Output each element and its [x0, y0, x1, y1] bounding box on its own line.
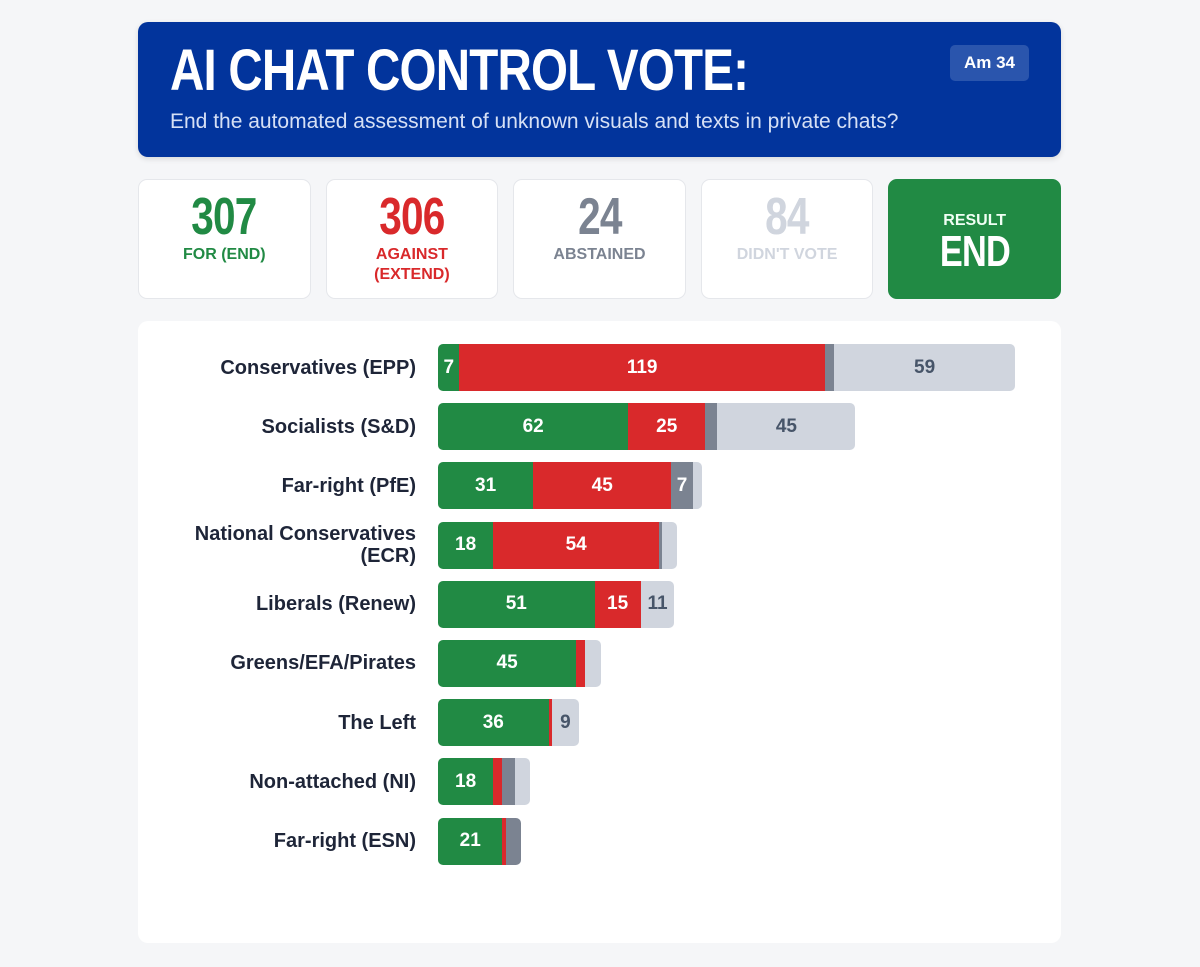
- stat-result-value: END: [939, 227, 1011, 276]
- bar-segment-didnt-vote: [585, 639, 601, 687]
- bar-segment-abstained: [824, 344, 835, 391]
- bar-segment-abstained: [659, 521, 663, 569]
- group-label: Non-attached (NI): [249, 770, 416, 793]
- stat-abstained-label: ABSTAINED: [553, 246, 646, 263]
- stat-result: RESULT END: [888, 179, 1061, 299]
- bar-segment-for: 7: [438, 344, 460, 391]
- stat-against-value: 306: [379, 188, 445, 246]
- chart-row: Greens/EFA/Pirates 45: [138, 639, 1061, 687]
- stat-against: 306 AGAINST (EXTEND): [325, 179, 499, 299]
- group-label: Liberals (Renew): [255, 593, 416, 616]
- chart-row: Non-attached (NI) 18: [138, 758, 1061, 806]
- bar-segment-against: 119: [459, 344, 825, 391]
- bar-segment-against: [502, 817, 506, 865]
- stat-didnt-vote-label: DIDN'T VOTE: [736, 246, 838, 263]
- stat-for: 307 FOR (END): [138, 179, 311, 299]
- bar-segment-didnt-vote: [662, 521, 678, 569]
- stacked-bar: 18 54: [438, 521, 678, 569]
- header-banner: AI CHAT CONTROL VOTE: End the automated …: [138, 22, 1061, 157]
- amendment-badge: Am 34: [949, 45, 1029, 81]
- stat-for-value: 307: [191, 188, 258, 246]
- bar-segment-against: [493, 758, 503, 806]
- bar-segment-against: [576, 639, 586, 687]
- page-title: AI CHAT CONTROL VOTE:: [170, 38, 749, 103]
- bar-segment-abstained: [502, 758, 515, 806]
- bar-segment-against: 15: [594, 580, 641, 628]
- stat-abstained-value: 24: [577, 188, 622, 246]
- stacked-bar: 7 119 59: [438, 344, 1016, 391]
- bar-segment-for: 31: [438, 462, 534, 510]
- stacked-bar: 31 45 7: [438, 462, 702, 510]
- bar-segment-for: 51: [438, 580, 595, 628]
- bar-segment-didnt-vote: 59: [834, 344, 1016, 391]
- chart-row: Socialists (S&D) 62 25 45: [138, 403, 1061, 451]
- bar-segment-didnt-vote: [692, 462, 702, 510]
- stat-against-label: AGAINST (EXTEND): [374, 246, 450, 283]
- bar-segment-for: 18: [438, 758, 494, 806]
- group-label: Far-right (PfE): [281, 474, 416, 497]
- bar-segment-for: 45: [438, 639, 577, 687]
- stacked-bar: 36 9: [438, 699, 580, 747]
- group-label: Far-right (ESN): [273, 830, 416, 852]
- group-label: Conservatives (EPP): [220, 356, 416, 379]
- group-label: The Left: [338, 711, 416, 734]
- chart-row: Far-right (PfE) 31 45 7: [138, 462, 1061, 510]
- stacked-bar: 51 15 11: [438, 580, 675, 628]
- stat-abstained: 24 ABSTAINED: [513, 179, 686, 299]
- page-subtitle: End the automated assessment of unknown …: [170, 110, 899, 133]
- stat-didnt-vote: 84 DIDN'T VOTE: [700, 179, 874, 299]
- stacked-bar: 21: [438, 817, 521, 865]
- chart-row: Liberals (Renew) 51 15 11: [138, 580, 1061, 628]
- chart-row: The Left 36 9: [138, 699, 1061, 747]
- bar-segment-against: [548, 699, 552, 747]
- bar-segment-didnt-vote: 45: [717, 403, 856, 451]
- stats-row: 307 FOR (END) 306 AGAINST (EXTEND) 24 AB…: [138, 179, 1061, 299]
- stacked-bar: 18: [438, 758, 531, 806]
- stat-for-label: FOR (END): [182, 246, 266, 263]
- bar-segment-against: 25: [628, 403, 706, 451]
- stacked-bar: 62 25 45: [438, 403, 856, 451]
- bar-segment-didnt-vote: [514, 758, 531, 806]
- bar-segment-for: 36: [438, 699, 549, 747]
- bar-segment-abstained: [505, 817, 521, 865]
- group-label: National Conservatives (ECR): [194, 523, 416, 568]
- bar-segment-for: 21: [438, 817, 503, 865]
- bar-segment-against: 54: [493, 521, 660, 569]
- bar-segment-against: 45: [533, 462, 672, 510]
- bar-segment-abstained: 7: [671, 462, 693, 510]
- group-label: Greens/EFA/Pirates: [230, 652, 416, 675]
- bar-segment-abstained: [705, 403, 718, 451]
- chart-row: National Conservatives (ECR) 18 54: [138, 521, 1061, 569]
- bar-segment-didnt-vote: 11: [640, 580, 675, 628]
- group-vote-chart: Conservatives (EPP) 7 119 59 Socialists (S&D…: [138, 321, 1061, 943]
- chart-row: Conservatives (EPP) 7 119 59: [138, 344, 1061, 391]
- bar-segment-for: 18: [438, 521, 494, 569]
- bar-segment-for: 62: [438, 403, 629, 451]
- stat-didnt-vote-value: 84: [765, 188, 809, 246]
- page: AI CHAT CONTROL VOTE: End the automated …: [138, 22, 1061, 943]
- chart-row: Far-right (ESN) 21: [138, 817, 1061, 865]
- bar-segment-didnt-vote: 9: [551, 699, 580, 747]
- group-label: Socialists (S&D): [261, 415, 416, 438]
- stacked-bar: 45: [438, 639, 601, 687]
- stat-result-label: RESULT: [943, 212, 1007, 229]
